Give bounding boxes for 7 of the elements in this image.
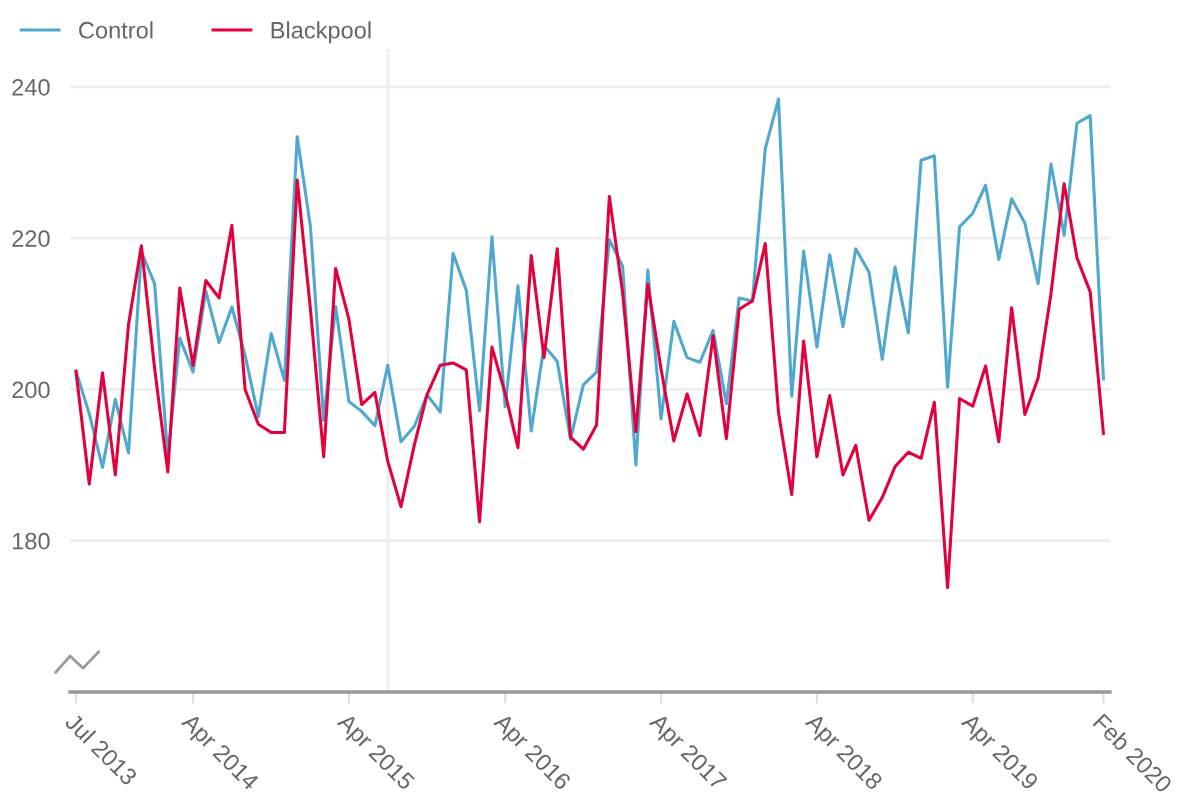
legend-label: Control	[79, 21, 153, 39]
y-tick-label: 180	[13, 532, 50, 550]
y-tick-label: 220	[12, 230, 50, 247]
legend-label: Blackpool	[271, 21, 371, 44]
y-tick-label: 240	[12, 78, 50, 96]
line-series	[74, 178, 1105, 590]
y-tick-label: 200	[12, 381, 50, 399]
